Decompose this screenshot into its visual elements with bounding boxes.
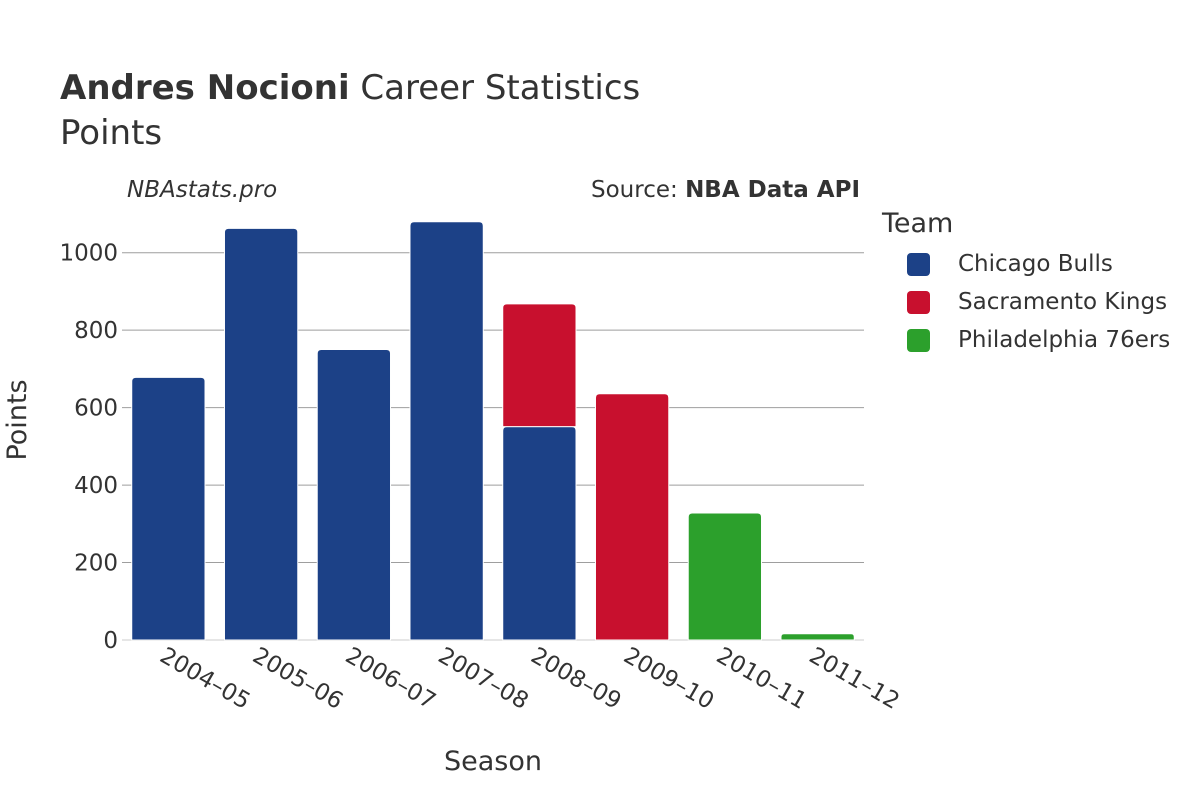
x-axis-ticks: 2004–052005–062006–072007–082008–092009–… [155, 643, 903, 715]
player-name: Andres Nocioni [60, 68, 350, 108]
x-tick-label: 2011–12 [805, 643, 904, 715]
x-tick-label: 2005–06 [248, 643, 347, 715]
legend-swatch [907, 290, 930, 314]
chart-title: Andres Nocioni Career Statistics [60, 66, 640, 110]
source-credit: Source: NBA Data API [591, 177, 860, 203]
legend-title: Team [882, 208, 954, 239]
legend-swatch [907, 328, 930, 352]
legend-item[interactable]: Chicago Bulls [882, 245, 1170, 283]
bar-sacramento-kings[interactable] [594, 393, 670, 641]
y-tick-label: 400 [74, 473, 118, 499]
bars [131, 221, 855, 641]
bar-sacramento-kings[interactable] [502, 303, 577, 428]
bar-chicago-bulls[interactable] [409, 221, 484, 641]
legend-item[interactable]: Philadelphia 76ers [882, 321, 1170, 359]
y-tick-label: 200 [74, 551, 118, 577]
bar-chicago-bulls[interactable] [223, 227, 299, 641]
x-tick-label: 2009–10 [619, 643, 718, 715]
source-prefix: Source: [591, 177, 686, 203]
x-tick-label: 2007–08 [434, 643, 533, 715]
y-tick-label: 600 [74, 396, 118, 422]
source-name: NBA Data API [685, 177, 860, 203]
title-suffix: Career Statistics [349, 68, 641, 108]
legend-item[interactable]: Sacramento Kings [882, 283, 1170, 321]
bar-chicago-bulls[interactable] [502, 426, 577, 641]
y-tick-label: 800 [74, 318, 118, 344]
x-tick-label: 2010–11 [712, 643, 811, 715]
watermark: NBAstats.pro [127, 177, 278, 203]
x-tick-label: 2008–09 [526, 643, 625, 715]
bar-philadelphia-76ers[interactable] [687, 512, 763, 641]
x-axis-label: Season [444, 746, 542, 777]
y-tick-label: 1000 [59, 241, 118, 267]
y-tick-label: 0 [103, 628, 118, 654]
legend-label: Philadelphia 76ers [958, 327, 1171, 353]
y-axis-ticks: 0 200 400 600 800 1000 [59, 241, 118, 654]
legend: Team Chicago Bulls Sacramento Kings Philad… [882, 208, 1170, 359]
bar-chicago-bulls[interactable] [316, 349, 392, 641]
x-tick-label: 2004–05 [155, 643, 254, 715]
chart-subtitle: Points [60, 113, 163, 153]
legend-label: Sacramento Kings [958, 289, 1168, 315]
x-tick-label: 2006–07 [341, 643, 440, 715]
bar-philadelphia-76ers[interactable] [780, 633, 855, 641]
y-axis-label: Points [2, 379, 33, 460]
bar-chicago-bulls[interactable] [131, 376, 206, 641]
legend-label: Chicago Bulls [958, 251, 1113, 277]
legend-swatch [907, 252, 930, 276]
